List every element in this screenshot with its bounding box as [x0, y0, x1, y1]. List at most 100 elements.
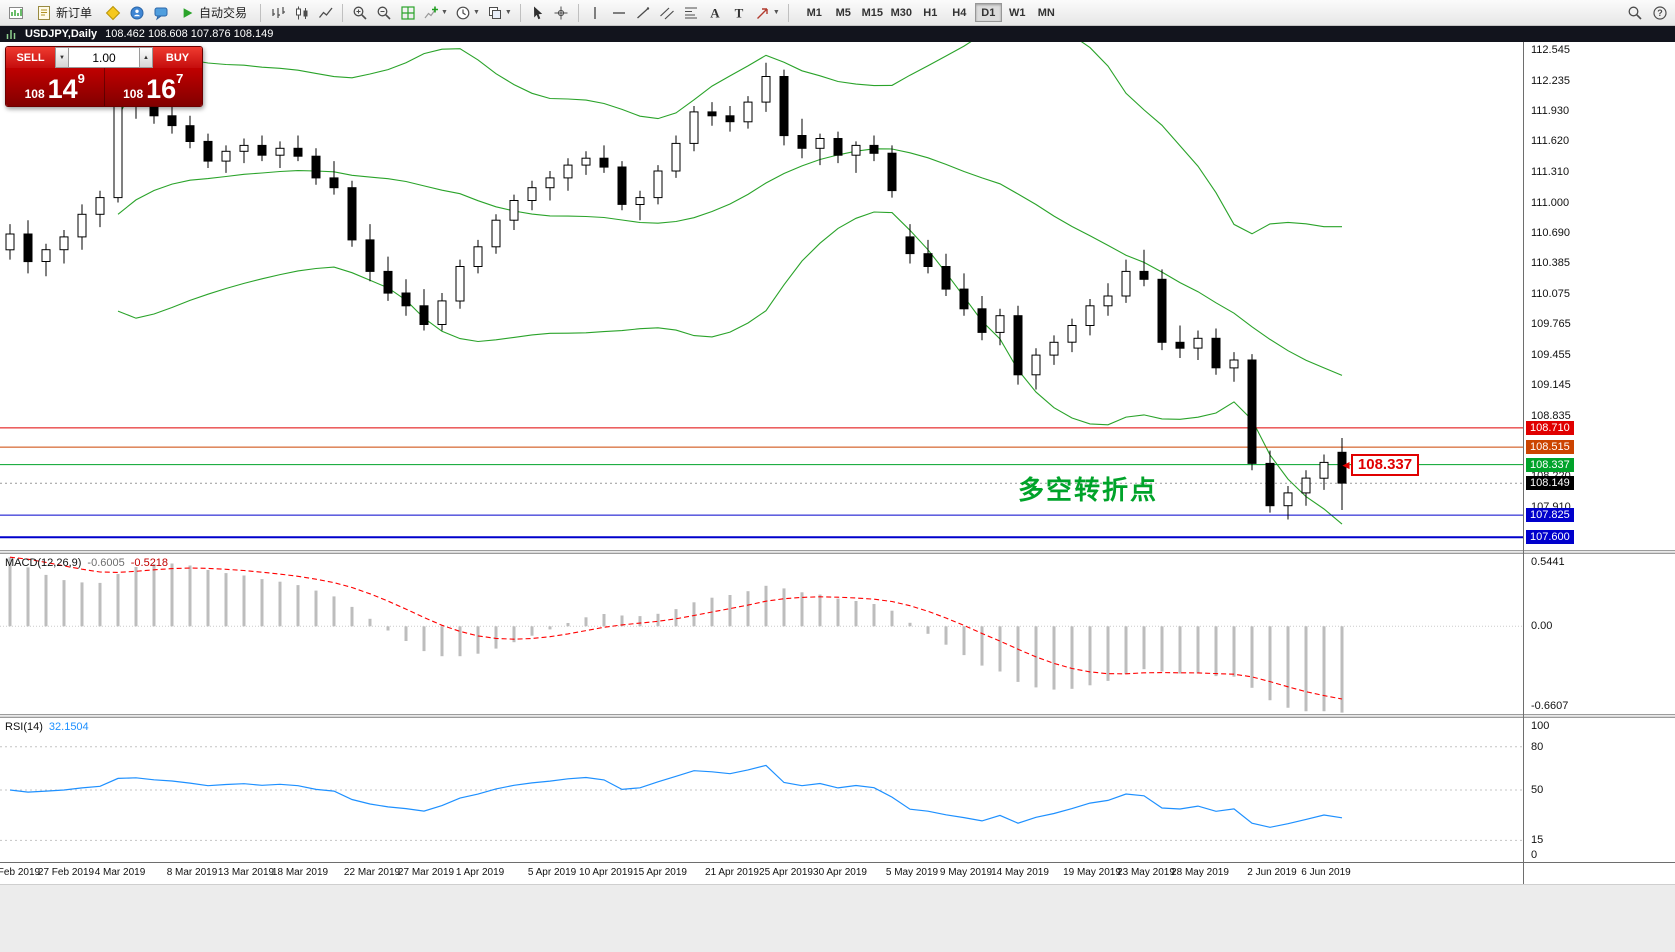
timeframe-MN-button[interactable]: MN — [1033, 3, 1060, 22]
channel-button[interactable] — [656, 2, 679, 23]
date-label: 18 Mar 2019 — [271, 867, 329, 878]
price-tick: 111.310 — [1531, 166, 1570, 178]
zoom-out-button[interactable] — [372, 2, 395, 23]
buy-button[interactable]: BUY — [153, 47, 202, 68]
text-button[interactable]: A — [704, 2, 727, 23]
timeframe-M15-button[interactable]: M15 — [859, 3, 886, 22]
hline-price-label: 107.825 — [1526, 508, 1574, 523]
timeframe-group: M1 M5 M15 M30 H1 H4 D1 W1 MN — [800, 3, 1061, 22]
panel-splitter[interactable] — [0, 714, 1523, 718]
main-price-axis[interactable]: 112.545 112.235 111.930 111.620 111.310 111.0… — [1524, 42, 1675, 550]
hline-price-label: 108.710 — [1526, 420, 1574, 435]
macd-scale-axis[interactable]: 0.5441 0.00 -0.6607 — [1524, 554, 1675, 714]
price-tick: 111.930 — [1531, 104, 1570, 117]
timeframe-H4-button[interactable]: H4 — [946, 3, 973, 22]
toolbar-separator — [342, 3, 344, 22]
line-chart-button[interactable] — [314, 2, 337, 23]
date-label: 4 Mar 2019 — [94, 867, 146, 878]
help-button[interactable]: ? — [1648, 2, 1671, 23]
sell-button[interactable]: SELL — [6, 47, 55, 68]
timeframe-M30-button[interactable]: M30 — [888, 3, 915, 22]
chart-window-icon — [8, 6, 23, 19]
community-button[interactable] — [125, 2, 148, 23]
vertical-line-button[interactable] — [584, 2, 607, 23]
one-click-trade-panel: SELL ▼ ▲ BUY 108 14 9 108 16 7 — [5, 46, 203, 107]
metaeditor-icon — [105, 5, 120, 20]
fibonacci-button[interactable] — [680, 2, 703, 23]
price-tick: 112.235 — [1531, 74, 1570, 87]
lot-increase-button[interactable]: ▲ — [139, 47, 153, 68]
chat-button[interactable] — [149, 2, 172, 23]
toolbar: 新订单 自动交易 ▼ ▼ ▼ A T ▼ M1 M5 M15 M30 H1 H4 D1 W1 M… — [0, 0, 1675, 26]
lot-size-input[interactable] — [69, 47, 139, 68]
chart-symbol-period: USDJPY,Daily — [25, 28, 98, 40]
date-label: 5 May 2019 — [885, 867, 939, 878]
price-axis-column[interactable]: 112.545 112.235 111.930 111.620 111.310 111.0… — [1523, 42, 1675, 884]
zoom-in-button[interactable] — [348, 2, 371, 23]
help-icon: ? — [1652, 5, 1667, 20]
main-price-chart[interactable]: SELL ▼ ▲ BUY 108 14 9 108 16 7 — [0, 42, 1523, 550]
bar-chart-button[interactable] — [266, 2, 289, 23]
tile-windows-button[interactable] — [396, 2, 419, 23]
new-order-button[interactable]: 新订单 — [28, 2, 100, 23]
date-label: 23 May 2019 — [1117, 867, 1175, 878]
price-tick: 110.690 — [1531, 227, 1570, 239]
dropdown-caret-icon: ▼ — [441, 9, 448, 16]
crosshair-button[interactable] — [550, 2, 573, 23]
rsi-scale-tick: 100 — [1531, 720, 1550, 732]
templates-icon — [488, 6, 501, 19]
date-label: 5 Apr 2019 — [527, 867, 577, 878]
timeframe-M1-button[interactable]: M1 — [801, 3, 828, 22]
periods-button[interactable]: ▼ — [452, 2, 483, 23]
rsi-indicator-panel[interactable]: RSI(14) 32.1504 — [0, 718, 1523, 862]
rsi-label: RSI(14) 32.1504 — [5, 721, 89, 733]
dropdown-caret-icon: ▼ — [472, 9, 480, 16]
chart-text-annotation[interactable]: 多空转折点 — [1018, 475, 1159, 505]
auto-trading-button[interactable]: 自动交易 — [173, 2, 255, 23]
candlestick-chart-icon — [295, 6, 308, 19]
svg-text:?: ? — [1657, 8, 1663, 18]
rsi-scale-tick: 0 — [1531, 849, 1538, 861]
rsi-scale-axis[interactable]: 100 80 50 15 0 — [1524, 718, 1675, 862]
date-label: 1 Apr 2019 — [455, 867, 505, 878]
trendline-button[interactable] — [632, 2, 655, 23]
axis-splitter — [1524, 550, 1675, 554]
metaeditor-button[interactable] — [101, 2, 124, 23]
timeframe-H1-button[interactable]: H1 — [917, 3, 944, 22]
cursor-icon — [534, 6, 543, 19]
date-label: 9 May 2019 — [939, 867, 993, 878]
cursor-button[interactable] — [526, 2, 549, 23]
date-label: 28 May 2019 — [1171, 867, 1229, 878]
price-tick: 112.545 — [1531, 44, 1570, 57]
indicators-button[interactable]: ▼ — [420, 2, 451, 23]
trade-panel-prices: 108 14 9 108 16 7 — [6, 68, 202, 106]
macd-scale-tick: 0.00 — [1531, 620, 1553, 633]
timeframe-M5-button[interactable]: M5 — [830, 3, 857, 22]
candlestick-chart-button[interactable] — [290, 2, 313, 23]
arrow-icon — [756, 7, 768, 19]
new-chart-button[interactable] — [4, 2, 27, 23]
lot-decrease-button[interactable]: ▼ — [55, 47, 69, 68]
price-tick: 108.835 — [1531, 409, 1571, 422]
vertical-line-icon — [594, 6, 597, 19]
templates-button[interactable]: ▼ — [484, 2, 515, 23]
arrows-button[interactable]: ▼ — [752, 2, 783, 23]
search-button[interactable] — [1623, 2, 1646, 23]
macd-scale-tick: -0.6607 — [1531, 700, 1569, 712]
price-callout-label[interactable]: ◄ 108.337 — [1340, 453, 1420, 476]
text-label-button[interactable]: T — [728, 2, 751, 23]
text-label-icon: T — [735, 5, 744, 20]
text-icon: A — [711, 5, 721, 20]
date-label: 25 Apr 2019 — [759, 867, 813, 878]
macd-indicator-panel[interactable]: MACD(12,26,9) -0.6005 -0.5218 — [0, 554, 1523, 714]
horizontal-line-button[interactable] — [608, 2, 631, 23]
timeframe-W1-button[interactable]: W1 — [1004, 3, 1031, 22]
toolbar-separator — [577, 3, 579, 22]
main-chart-canvas[interactable] — [0, 42, 1523, 550]
chart-titlebar: USDJPY,Daily 108.462 108.608 107.876 108… — [0, 26, 1675, 42]
panel-splitter[interactable] — [0, 550, 1523, 554]
hline-price-label: 108.337 — [1526, 457, 1574, 472]
timeframe-D1-button[interactable]: D1 — [974, 3, 1002, 22]
price-tick: 111.620 — [1531, 135, 1570, 148]
